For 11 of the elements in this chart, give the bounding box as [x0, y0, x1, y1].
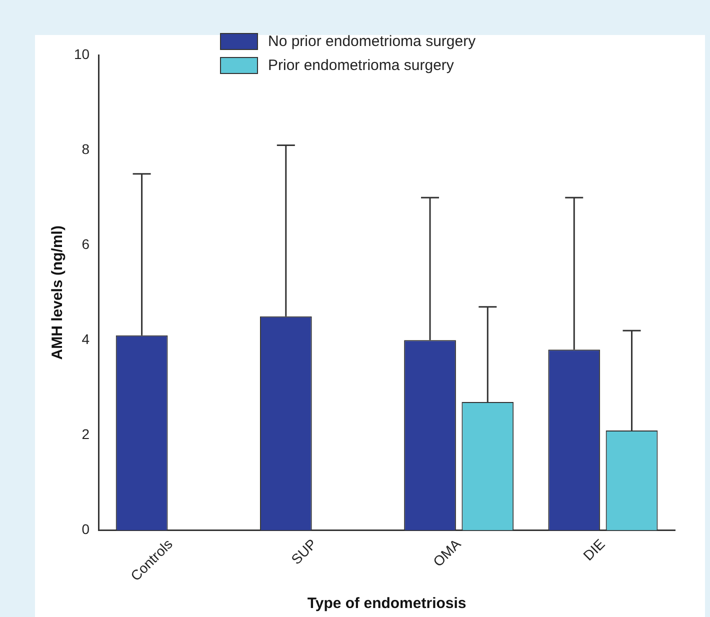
legend-label: Prior endometrioma surgery — [268, 56, 454, 74]
y-tick-label: 2 — [82, 426, 90, 442]
y-tick-label: 0 — [82, 521, 90, 538]
legend-label: No prior endometrioma surgery — [268, 32, 476, 50]
y-tick-label: 4 — [82, 331, 90, 348]
x-tick-label: DIE — [580, 536, 608, 564]
y-axis-title: AMH levels (ng/ml) — [49, 226, 66, 360]
x-axis-title: Type of endometriosis — [307, 595, 466, 612]
y-tick-label: 8 — [82, 140, 90, 157]
y-tick-label: 10 — [74, 46, 90, 62]
y-tick-label: 6 — [82, 236, 90, 252]
